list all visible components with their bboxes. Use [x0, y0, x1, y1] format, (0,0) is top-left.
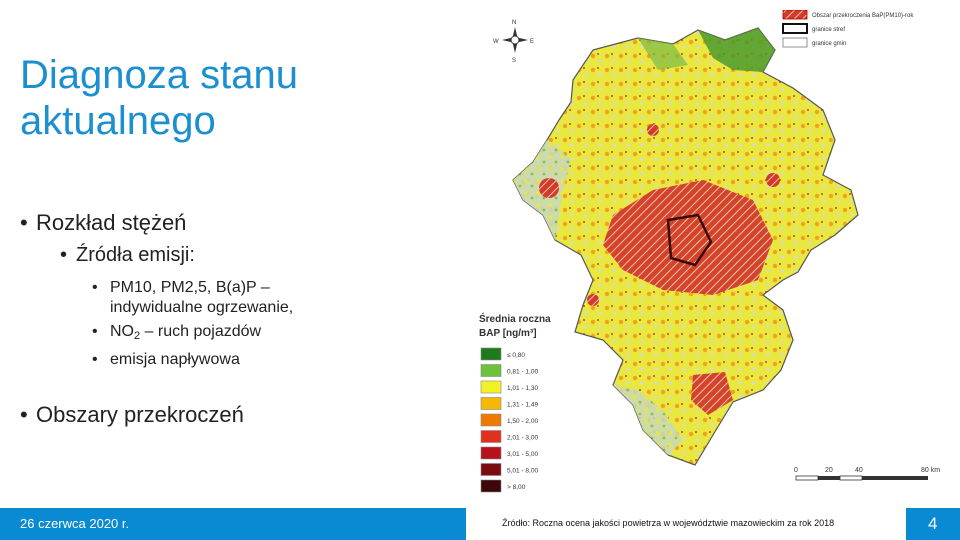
exceedance-spot — [766, 173, 780, 187]
legend-label: > 8,00 — [507, 484, 526, 491]
legend-label: 2,01 - 3,00 — [507, 435, 538, 442]
legend-swatch — [480, 347, 502, 361]
map-figure: N S E W Obszar przekroczenia BaP(PM10)-r… — [463, 9, 960, 500]
legend-swatch — [480, 413, 502, 427]
top-legend: Obszar przekroczenia BaP(PM10)-rok grani… — [782, 9, 914, 48]
footer-source: Źródło: Roczna ocena jakości powietrza w… — [502, 518, 835, 528]
bullet-level3: • PM10, PM2,5, B(a)P – indywidualne ogrzew… — [92, 279, 294, 316]
top-legend-label: granice stref — [812, 27, 845, 33]
legend-label: 1,01 - 1,30 — [507, 385, 538, 392]
legend-label: 3,01 - 5,00 — [507, 451, 538, 458]
legend-swatch — [480, 430, 502, 443]
legend-subtitle: BAP [ng/m³] — [479, 328, 537, 339]
legend-label: 5,01 - 8,00 — [507, 468, 538, 475]
scale-bar: 0 20 40 80 km — [794, 467, 940, 481]
bullet-list: • Rozkład stężeń • Źródła emisji: • PM10, P… — [0, 0, 470, 480]
bullet-text: PM10, PM2,5, B(a)P – — [110, 279, 270, 296]
bullet-text: emisja napływowa — [110, 351, 240, 368]
green-area-north — [698, 28, 775, 72]
legend-swatch — [480, 463, 502, 476]
footer-bar: 26 czerwca 2020 r. Źródło: Roczna ocena … — [0, 508, 960, 540]
bullet-level1: • Rozkład stężeń — [20, 210, 187, 235]
compass-rose-icon: N S E W — [493, 20, 534, 64]
bullet-text: Źródła emisji: — [76, 244, 195, 266]
compass-e: E — [530, 39, 534, 45]
legend-swatch — [480, 446, 502, 460]
bullet-level2: • Źródła emisji: — [60, 244, 195, 266]
bullet-level3: • NO2 – ruch pojazdów — [92, 323, 262, 342]
slide-title: Diagnoza stanu aktualnego — [20, 53, 298, 143]
bullet-text: indywidualne ogrzewanie, — [110, 299, 294, 316]
bullet-level1: • Obszary przekroczeń — [20, 402, 244, 427]
footer-date: 26 czerwca 2020 r. — [20, 516, 130, 531]
compass-s: S — [512, 58, 516, 64]
top-legend-label: Obszar przekroczenia BaP(PM10)-rok — [812, 13, 914, 19]
legend-label: 1,31 - 1,49 — [507, 402, 538, 409]
compass-n: N — [512, 20, 516, 26]
exceedance-spot — [587, 294, 599, 306]
bap-legend: Średnia roczna BAP [ng/m³] ≤ 0,80 0,81 - … — [479, 312, 551, 493]
legend-label: 0,81 - 1,00 — [507, 369, 538, 376]
exceedance-central — [603, 180, 773, 295]
legend-swatch — [480, 364, 502, 377]
map-svg: N S E W Obszar przekroczenia BaP(PM10)-r… — [479, 9, 940, 493]
bullet-text: Obszary przekroczeń — [36, 402, 244, 427]
bullet-level3: • emisja napływowa — [92, 351, 240, 368]
low-area-south — [613, 385, 683, 455]
bullet-text: Rozkład stężeń — [36, 210, 187, 235]
source-box — [466, 508, 906, 540]
bullet-text: – ruch pojazdów — [140, 323, 262, 340]
scale-tick: 20 — [825, 467, 833, 474]
bullet-text: NO — [110, 323, 134, 340]
legend-swatch — [480, 380, 502, 394]
exceedance-west — [539, 178, 559, 198]
top-legend-label: granice gmin — [812, 41, 846, 47]
subscript: 2 — [134, 330, 141, 342]
scale-tick: 40 — [855, 467, 863, 474]
scale-tick: 0 — [794, 467, 798, 474]
exceedance-south — [691, 372, 733, 415]
legend-label: ≤ 0,80 — [507, 352, 525, 359]
legend-label: 1,50 - 2,00 — [507, 418, 538, 425]
green-area-northwest — [638, 38, 688, 70]
page-number: 4 — [928, 514, 938, 533]
compass-w: W — [493, 39, 499, 45]
scale-tick: 80 km — [921, 467, 940, 474]
legend-swatch — [480, 479, 502, 493]
legend-title: Średnia roczna — [479, 312, 551, 325]
warsaw-zone — [666, 213, 713, 267]
legend-swatch — [480, 397, 502, 410]
exceedance-spot — [647, 124, 659, 136]
